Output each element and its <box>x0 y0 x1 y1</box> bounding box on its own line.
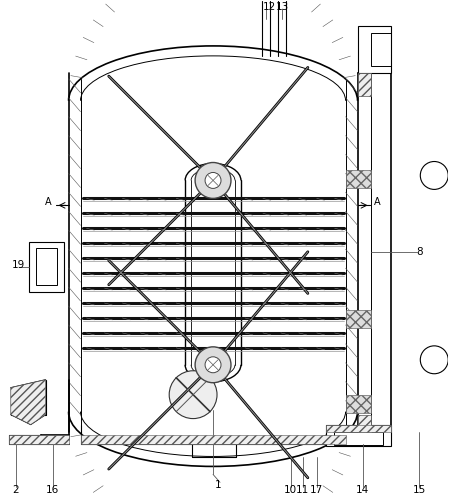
Text: 12: 12 <box>263 2 277 12</box>
Circle shape <box>420 162 448 190</box>
Text: 14: 14 <box>356 486 369 496</box>
Bar <box>326 425 392 447</box>
Text: 11: 11 <box>296 486 309 496</box>
Bar <box>29 242 64 292</box>
Polygon shape <box>357 73 371 96</box>
Text: 17: 17 <box>310 486 323 496</box>
Polygon shape <box>357 415 371 432</box>
Polygon shape <box>11 380 46 425</box>
Circle shape <box>195 163 231 199</box>
Polygon shape <box>9 435 69 445</box>
Bar <box>334 432 383 446</box>
Text: 16: 16 <box>46 486 59 496</box>
Text: 15: 15 <box>413 486 426 496</box>
Text: A: A <box>45 198 52 208</box>
Circle shape <box>205 357 221 373</box>
Text: 8: 8 <box>416 247 423 257</box>
Polygon shape <box>326 425 392 432</box>
Text: 1: 1 <box>215 481 221 491</box>
Bar <box>35 248 57 285</box>
Text: 13: 13 <box>276 2 290 12</box>
Bar <box>371 33 392 66</box>
Text: 2: 2 <box>13 486 19 496</box>
Circle shape <box>169 371 217 419</box>
Text: 19: 19 <box>12 260 25 270</box>
Polygon shape <box>80 435 346 445</box>
Text: 10: 10 <box>284 486 297 496</box>
Polygon shape <box>346 310 371 328</box>
Circle shape <box>195 347 231 383</box>
Circle shape <box>205 173 221 189</box>
Bar <box>357 26 392 73</box>
Polygon shape <box>346 171 371 189</box>
Polygon shape <box>346 395 371 413</box>
Circle shape <box>420 346 448 374</box>
Text: A: A <box>374 198 381 208</box>
